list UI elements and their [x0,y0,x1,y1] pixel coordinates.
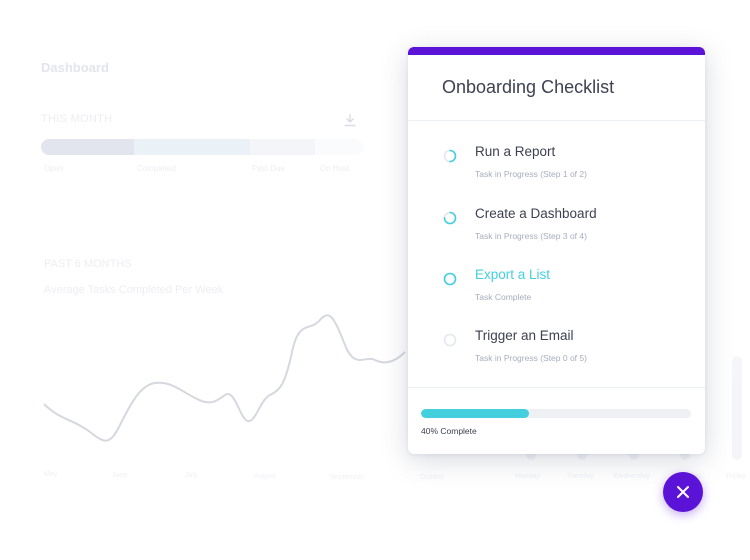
accent-bar [408,47,705,55]
onboarding-checklist-panel: Onboarding Checklist Run a Report Task i… [408,47,705,454]
task-complete-icon [443,272,457,286]
month-label: October [420,474,445,481]
task-name: Trigger an Email [475,328,574,343]
month-label: May [44,471,58,478]
status-segment [41,139,135,155]
checklist-header: Onboarding Checklist [408,55,705,121]
day-label: Friday [726,473,746,480]
month-label: June [112,472,128,479]
task-status: Task in Progress (Step 0 of 5) [475,353,587,363]
task-status: Task Complete [475,292,532,302]
task-progress-icon [443,333,457,347]
this-month-label: THIS MONTH [41,113,113,125]
bar [732,356,742,460]
task-trigger-an-email[interactable]: Trigger an Email Task in Progress (Step … [408,328,705,386]
task-export-a-list[interactable]: Export a List Task Complete [408,267,705,325]
day-label: Wednesday [613,473,650,480]
status-label-completed: Completed [137,164,176,173]
status-segment [250,139,315,155]
close-button[interactable] [663,472,703,512]
progress-fill [421,409,529,418]
status-label-on-hold: On Hold [320,164,350,173]
day-label: Monday [515,473,540,480]
status-label-open: Open [44,164,64,173]
day-label: Tuesday [567,473,594,480]
trend-line [43,314,406,442]
status-segment [134,139,251,155]
task-progress-icon [443,211,457,225]
task-name: Create a Dashboard [475,206,597,221]
month-label: August [254,473,276,480]
progress-bar [421,409,691,418]
download-icon[interactable] [343,113,357,127]
checklist-footer: 40% Complete [408,387,705,454]
month-label: September [330,474,365,481]
page-title: Dashboard [41,60,109,75]
task-name: Run a Report [475,144,556,159]
status-segment [314,139,363,155]
chart-title: Average Tasks Completed Per Week [44,284,224,296]
month-label: July [185,472,198,479]
status-label-past-due: Past Due [252,164,285,173]
checklist-title: Onboarding Checklist [442,77,615,97]
close-icon [677,486,689,498]
status-bar [41,139,363,155]
task-status: Task in Progress (Step 1 of 2) [475,169,587,179]
task-create-a-dashboard[interactable]: Create a Dashboard Task in Progress (Ste… [408,206,705,264]
progress-label: 40% Complete [421,426,477,436]
task-run-a-report[interactable]: Run a Report Task in Progress (Step 1 of… [408,144,705,202]
task-name: Export a List [475,267,551,282]
past-months-label: PAST 6 MONTHS [44,258,132,270]
task-status: Task in Progress (Step 3 of 4) [475,231,587,241]
task-progress-icon [443,149,457,163]
